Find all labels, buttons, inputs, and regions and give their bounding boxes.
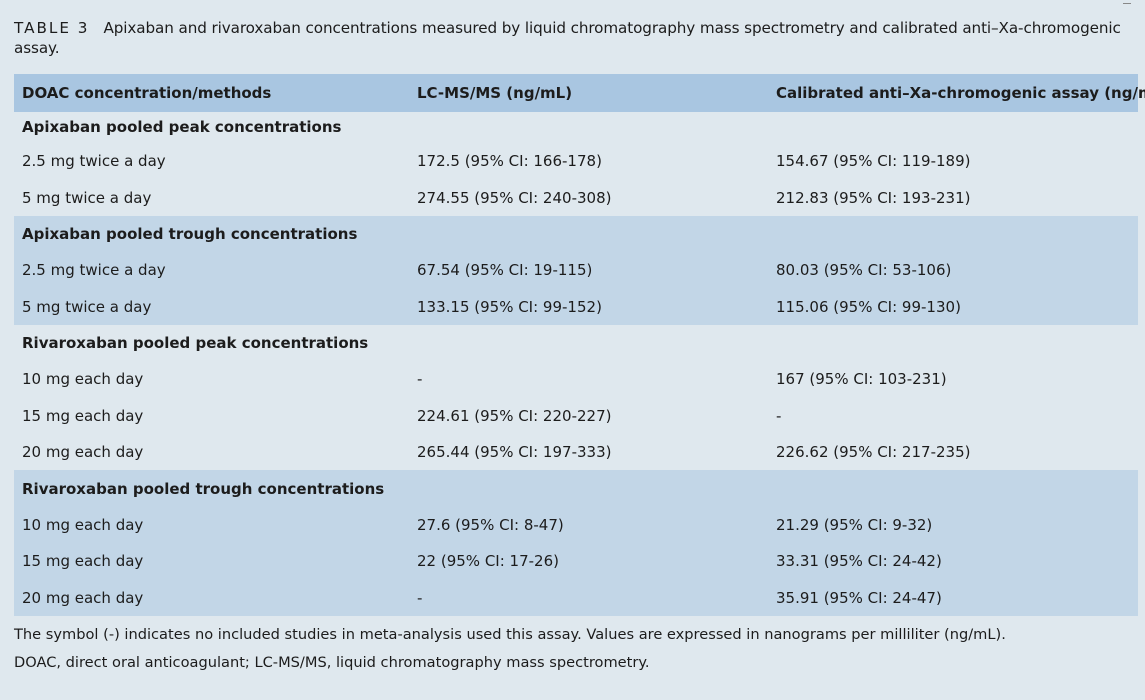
footnote-symbol: The symbol (-) indicates no included stu… [14, 626, 1006, 643]
lcms-value: 67.54 (95% CI: 19-115) [417, 261, 593, 279]
table-row: 5 mg twice a day 133.15 (95% CI: 99-152) 1… [14, 288, 1138, 325]
dose-label: 5 mg twice a day [22, 297, 152, 316]
lcms-value: 27.6 (95% CI: 8-47) [417, 516, 564, 534]
anti-xa-value: 212.83 (95% CI: 193-231) [776, 188, 971, 207]
footnote-abbreviations: DOAC, direct oral anticoagulant; LC-MS/M… [14, 654, 650, 671]
table-row: 15 mg each day 224.61 (95% CI: 220-227) - [14, 397, 1138, 434]
section-row: Apixaban pooled trough concentrations [14, 216, 1138, 252]
table-row: 20 mg each day 265.44 (95% CI: 197-333) 22… [14, 434, 1138, 470]
table-caption-text: Apixaban and rivaroxaban concentrations … [14, 19, 1121, 57]
table-row: 15 mg each day 22 (95% CI: 17-26) 33.31 (9… [14, 543, 1138, 579]
dose-label: 20 mg each day [22, 443, 144, 461]
section-title: Rivaroxaban pooled trough concentrations [22, 479, 385, 498]
lcms-value: 172.5 (95% CI: 166-178) [417, 151, 602, 170]
anti-xa-value: 21.29 (95% CI: 9-32) [776, 516, 933, 534]
lcms-value: 265.44 (95% CI: 197-333) [417, 443, 612, 461]
section-title: Apixaban pooled peak concentrations [22, 118, 342, 136]
lcms-value: - [417, 588, 423, 607]
lcms-value: 22 (95% CI: 17-26) [417, 552, 559, 570]
section-row: Rivaroxaban pooled peak concentrations [14, 325, 1138, 361]
lcms-value: 274.55 (95% CI: 240-308) [417, 188, 612, 207]
dose-label: 20 mg each day [22, 588, 144, 607]
lcms-value: 224.61 (95% CI: 220-227) [417, 406, 612, 425]
dose-label: 2.5 mg twice a day [22, 261, 166, 279]
section-title: Apixaban pooled trough concentrations [22, 225, 358, 243]
row-band-1 [14, 470, 1138, 616]
anti-xa-value: 35.91 (95% CI: 24-47) [776, 588, 942, 607]
anti-xa-value: 33.31 (95% CI: 24-42) [776, 552, 942, 570]
section-row: Rivaroxaban pooled trough concentrations [14, 470, 1138, 507]
table-row: 10 mg each day 27.6 (95% CI: 8-47) 21.29 (… [14, 507, 1138, 543]
section-title: Rivaroxaban pooled peak concentrations [22, 334, 369, 352]
anti-xa-value: 167 (95% CI: 103-231) [776, 370, 947, 388]
anti-xa-value: 115.06 (95% CI: 99-130) [776, 297, 961, 316]
anti-xa-value: - [776, 406, 782, 425]
lcms-value: 133.15 (95% CI: 99-152) [417, 297, 602, 316]
page-edge-mark [1123, 0, 1131, 4]
lcms-value: - [417, 370, 423, 388]
anti-xa-value: 226.62 (95% CI: 217-235) [776, 443, 971, 461]
dose-label: 2.5 mg twice a day [22, 151, 166, 170]
table-row: 2.5 mg twice a day 67.54 (95% CI: 19-115)… [14, 252, 1138, 288]
dose-label: 5 mg twice a day [22, 188, 152, 207]
dose-label: 15 mg each day [22, 552, 144, 570]
anti-xa-value: 154.67 (95% CI: 119-189) [776, 151, 971, 170]
table-header-row: DOAC concentration/methods LC-MS/MS (ng/… [14, 74, 1145, 112]
dose-label: 15 mg each day [22, 406, 144, 425]
table-row: 10 mg each day - 167 (95% CI: 103-231) [14, 361, 1138, 397]
table-label: TABLE 3 [14, 19, 90, 37]
table-row: 2.5 mg twice a day 172.5 (95% CI: 166-178… [14, 142, 1138, 179]
dose-label: 10 mg each day [22, 370, 144, 388]
anti-xa-value: 80.03 (95% CI: 53-106) [776, 261, 952, 279]
section-row: Apixaban pooled peak concentrations [14, 112, 1138, 142]
table-row: 5 mg twice a day 274.55 (95% CI: 240-308)… [14, 179, 1138, 216]
table-row: 20 mg each day - 35.91 (95% CI: 24-47) [14, 579, 1138, 616]
header-lcms: LC-MS/MS (ng/mL) [417, 84, 573, 102]
header-anti-xa: Calibrated anti–Xa-chromogenic assay (ng… [776, 84, 1145, 102]
row-band-0 [14, 216, 1138, 325]
dose-label: 10 mg each day [22, 516, 144, 534]
header-doac-methods: DOAC concentration/methods [22, 84, 272, 102]
table-caption: TABLE 3 Apixaban and rivaroxaban concentr… [14, 18, 1124, 58]
